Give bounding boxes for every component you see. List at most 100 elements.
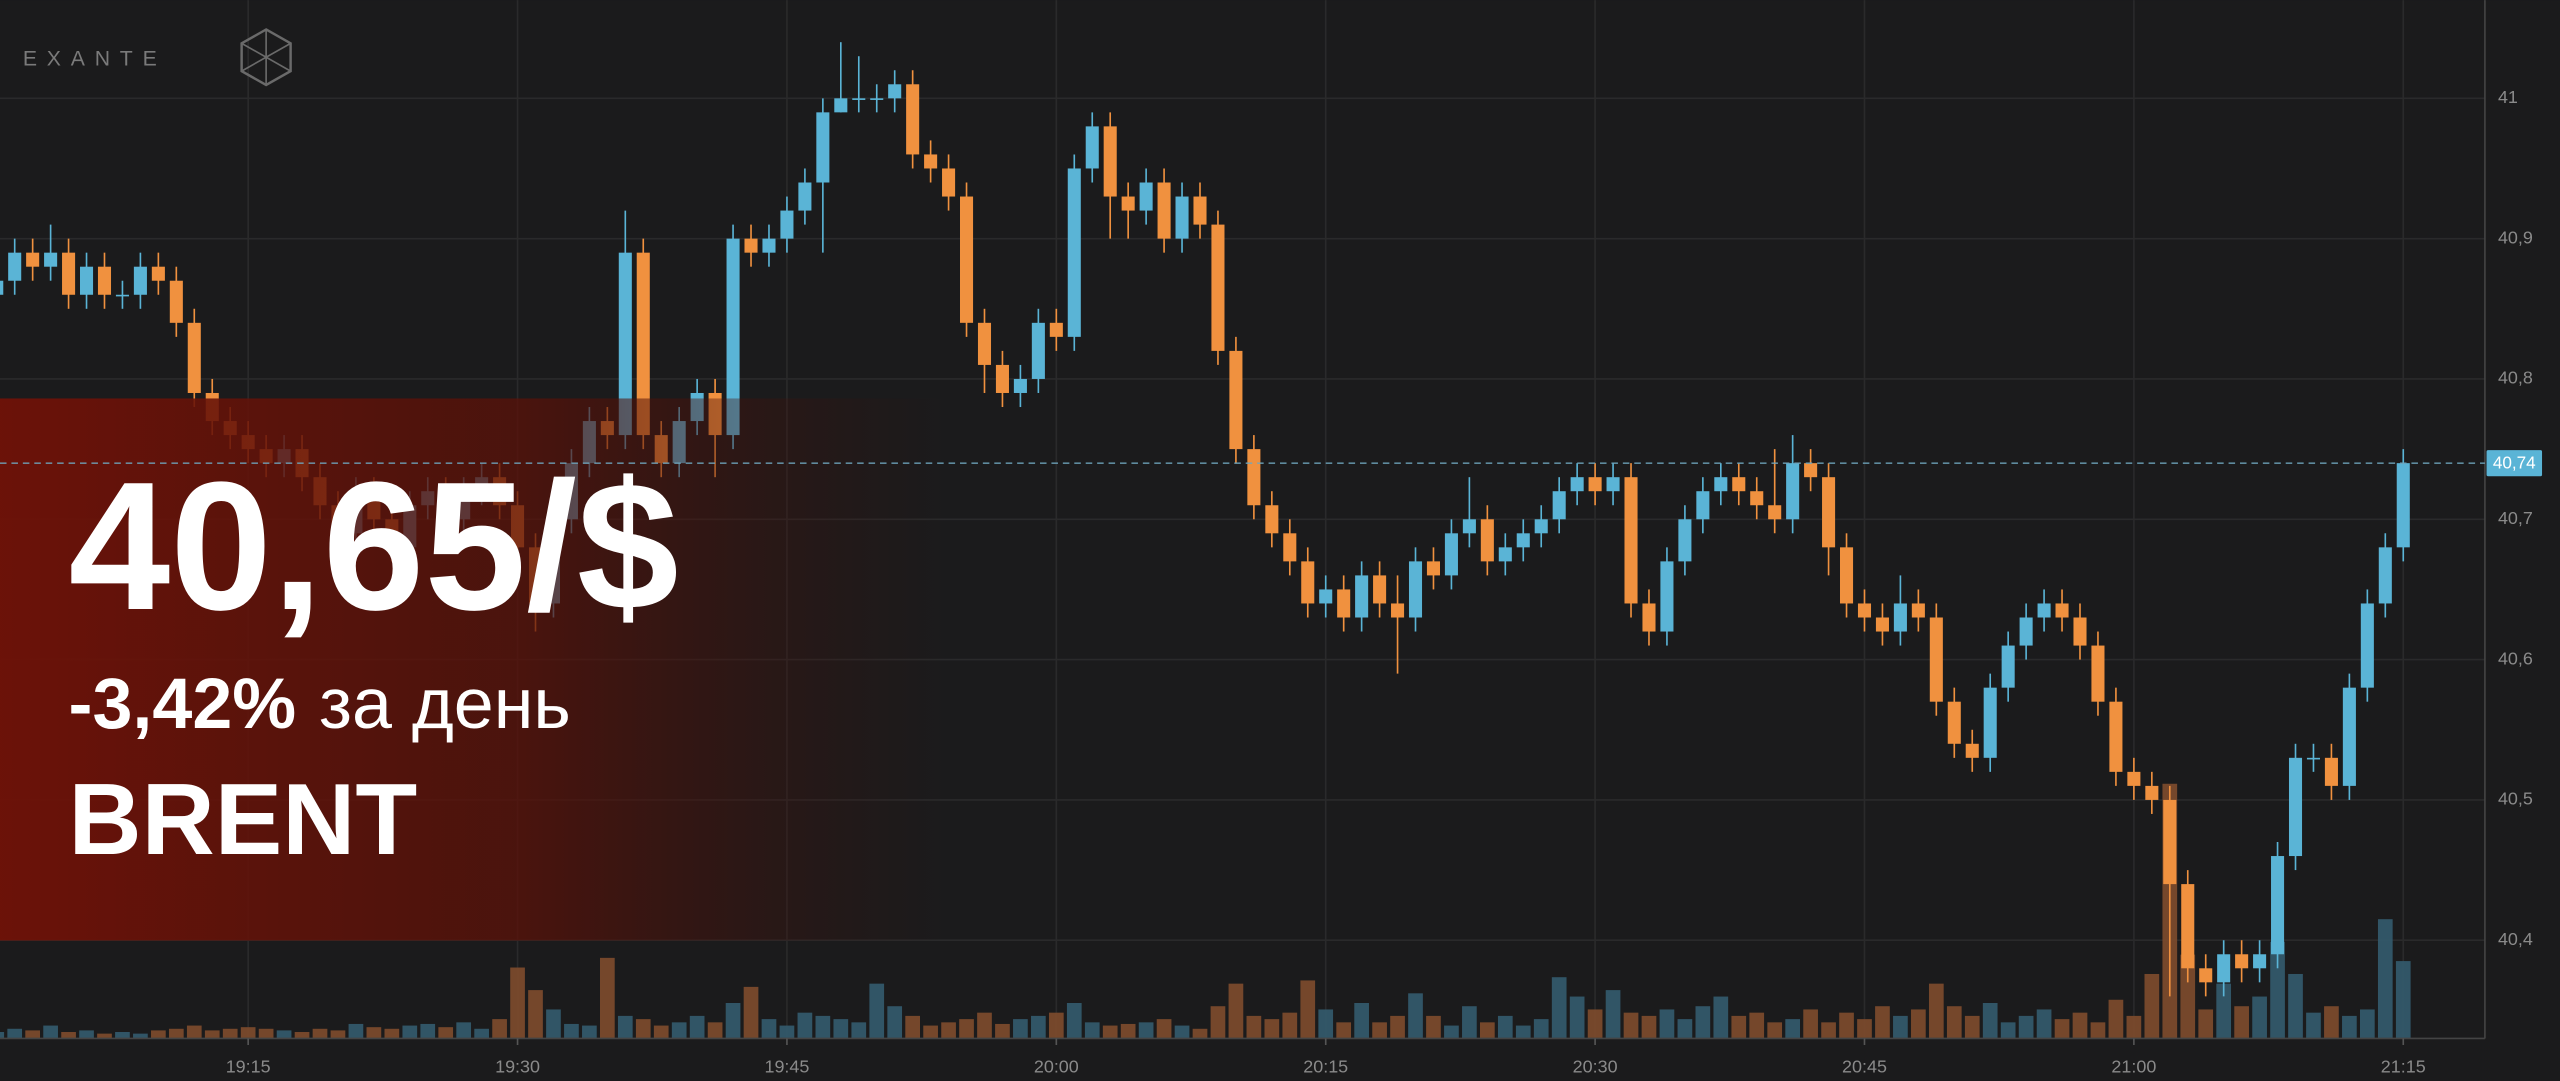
x-tick-label: 20:00 — [1034, 1057, 1079, 1077]
candle-body — [1947, 701, 1961, 744]
candle-body — [80, 266, 94, 295]
volume-bar — [1695, 1006, 1711, 1039]
candle-body — [1480, 519, 1494, 562]
candle-body — [1247, 449, 1261, 506]
volume-bar — [1246, 1015, 1262, 1039]
candle-body — [1355, 575, 1369, 618]
volume-bar — [1300, 980, 1316, 1039]
volume-bar — [1623, 1012, 1639, 1039]
candle-body — [0, 280, 4, 295]
volume-bar — [402, 1025, 418, 1039]
volume-bar — [2072, 1012, 2088, 1039]
candle-body — [834, 98, 848, 113]
candle-body — [1013, 378, 1027, 393]
candle-body — [1049, 322, 1063, 337]
overlay-panel — [0, 398, 947, 941]
candle-body — [1337, 589, 1351, 618]
volume-bar — [600, 957, 615, 1039]
candle-body — [187, 322, 201, 393]
volume-bar — [635, 1019, 651, 1039]
volume-bar — [1228, 983, 1244, 1039]
volume-bar — [1497, 1015, 1513, 1039]
volume-bar — [869, 983, 885, 1039]
candle-body — [1660, 561, 1674, 632]
volume-bar — [1569, 996, 1585, 1039]
volume-bar — [510, 967, 525, 1039]
candle-body — [2199, 968, 2213, 983]
volume-bar — [887, 1006, 903, 1039]
volume-bar — [258, 1028, 274, 1039]
candle-body — [133, 266, 147, 295]
volume-bar — [1749, 1012, 1765, 1039]
volume-bar — [1911, 1009, 1926, 1039]
volume-bar — [1821, 1022, 1836, 1039]
volume-bar — [1372, 1022, 1387, 1039]
candle-body — [1552, 491, 1566, 520]
volume-bar — [564, 1023, 579, 1039]
volume-bar — [2360, 1009, 2375, 1039]
candle-body — [942, 168, 956, 197]
price-headline: 40,65/$ — [69, 443, 679, 648]
candle-body — [1498, 547, 1512, 562]
volume-bar — [2198, 1009, 2214, 1039]
volume-bar — [2252, 996, 2267, 1039]
volume-bar — [1480, 1022, 1495, 1039]
volume-bar — [582, 1025, 597, 1039]
volume-bar — [1354, 1002, 1369, 1039]
candle-body — [1319, 589, 1333, 604]
candle-body — [744, 238, 758, 253]
volume-bar — [1048, 1012, 1064, 1039]
volume-bar — [2395, 961, 2411, 1039]
volume-bar — [707, 1022, 723, 1039]
volume-bar — [1533, 1019, 1549, 1039]
candle-body — [995, 364, 1009, 393]
candle-body — [2235, 954, 2249, 969]
volume-bar — [1390, 1015, 1405, 1039]
candle-body — [1714, 477, 1728, 492]
volume-bars — [0, 783, 2411, 1039]
volume-bar — [2288, 973, 2303, 1039]
volume-bar — [1515, 1025, 1531, 1039]
candle-body — [1750, 491, 1764, 506]
volume-bar — [761, 1019, 777, 1039]
change-value: -3,42% — [69, 664, 297, 744]
candle-body — [1283, 533, 1297, 562]
volume-bar — [1964, 1015, 1980, 1039]
candle-body — [1067, 168, 1081, 337]
volume-bar — [905, 1015, 920, 1039]
volume-bar — [1102, 1025, 1118, 1039]
candle-body — [1588, 477, 1602, 492]
x-tick-label: 19:45 — [764, 1057, 809, 1077]
volume-bar — [2306, 1012, 2321, 1039]
volume-bar — [2377, 919, 2393, 1039]
volume-bar — [1156, 1019, 1172, 1039]
candle-body — [2127, 771, 2141, 786]
volume-bar — [0, 1032, 5, 1039]
candle-body — [2073, 617, 2087, 646]
candle-body — [1408, 561, 1423, 618]
volume-bar — [61, 1032, 76, 1039]
volume-bar — [833, 1019, 849, 1039]
candle-body — [618, 252, 632, 436]
volume-bar — [1785, 1019, 1800, 1039]
volume-bar — [671, 1022, 687, 1039]
volume-bar — [2180, 954, 2196, 1039]
candle-body — [1175, 196, 1189, 239]
candle-body — [1031, 322, 1045, 379]
volume-bar — [941, 1022, 956, 1039]
volume-bar — [1857, 1019, 1872, 1039]
candle-body — [97, 266, 112, 295]
x-tick-label: 21:15 — [2381, 1057, 2426, 1077]
candle-body — [780, 210, 794, 239]
volume-bar — [1605, 990, 1621, 1039]
candle-body — [151, 266, 165, 281]
candle-body — [762, 238, 776, 253]
candle-body — [1121, 196, 1135, 211]
volume-bar — [923, 1025, 938, 1039]
candle-body — [1534, 519, 1548, 534]
candle-body — [1516, 533, 1530, 548]
volume-bar — [97, 1033, 112, 1039]
volume-bar — [2234, 1006, 2249, 1039]
candle-body — [1157, 182, 1171, 239]
